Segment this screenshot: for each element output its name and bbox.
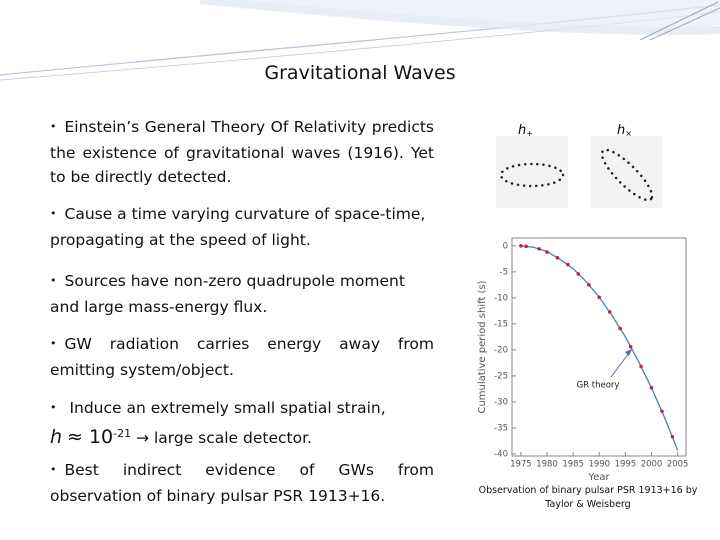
y-tick-label: -35 <box>494 423 508 433</box>
x-tick-label: 1995 <box>615 460 637 470</box>
strain-symbol: h <box>50 426 63 449</box>
data-point <box>524 244 528 249</box>
theory-curve <box>520 245 679 451</box>
bullet: Sources have non-zero quadrupole moment … <box>50 269 434 319</box>
bullet: GW radiation carries energy away from em… <box>50 332 434 382</box>
slide-title: Gravitational Waves <box>264 62 456 84</box>
x-tick-label: 2000 <box>641 460 663 470</box>
x-axis-label: Year <box>587 472 610 483</box>
data-point <box>555 255 560 260</box>
data-point <box>576 272 581 276</box>
plus-ring <box>499 162 565 188</box>
caption: Observation of binary pulsar PSR 1913+16… <box>470 484 706 512</box>
arrow-head <box>625 349 632 356</box>
x-tick-label: 2005 <box>667 460 689 470</box>
data-point <box>618 326 622 331</box>
strain-formula: ≈ 10 <box>66 426 114 449</box>
y-tick-label: -25 <box>494 371 508 381</box>
data-point <box>660 409 664 414</box>
caption-line: Taylor & Weisberg <box>545 499 631 510</box>
y-tick-label: -10 <box>494 293 508 303</box>
bullet-text: → large scale detector. <box>136 429 312 448</box>
data-point <box>670 434 675 439</box>
data-point <box>607 310 612 314</box>
data-point <box>639 364 643 369</box>
polarization-panel <box>591 136 663 208</box>
y-tick-label: -5 <box>500 267 508 277</box>
subscript: + <box>526 129 533 138</box>
y-tick-label: -40 <box>494 449 508 459</box>
data-point <box>545 250 549 254</box>
polarization-label: h× <box>617 123 632 138</box>
bullet: Cause a time varying curvature of space-… <box>50 202 434 252</box>
data-point <box>649 386 654 390</box>
data-point <box>597 295 602 300</box>
bullet: Best indirect evidence of GWs from obser… <box>50 458 434 508</box>
cross-ring <box>600 148 654 202</box>
data-point <box>566 262 570 267</box>
annotation: GR theory <box>577 381 620 391</box>
data-point <box>537 247 541 251</box>
x-tick-label: 1980 <box>536 460 558 470</box>
y-tick-label: 0 <box>503 241 508 251</box>
symbol: h <box>518 123 526 138</box>
bullet: Induce an extremely small spatial strain… <box>50 396 434 450</box>
header-decoration <box>0 0 720 81</box>
y-tick-label: -20 <box>494 345 508 355</box>
x-tick-label: 1990 <box>588 460 610 470</box>
strain-exponent: -21 <box>113 427 132 440</box>
polarization-label: h+ <box>518 123 533 138</box>
data-point <box>628 344 633 349</box>
subscript: × <box>625 129 632 138</box>
y-tick-label: -15 <box>494 319 508 329</box>
polarization-panel <box>496 136 568 208</box>
caption-line: Observation of binary pulsar PSR 1913+16… <box>478 485 698 496</box>
data-point <box>519 244 523 248</box>
data-point <box>587 283 591 287</box>
bullet-text: Induce an extremely small spatial strain… <box>69 399 386 417</box>
bullet: Einstein’s General Theory Of Relativity … <box>50 115 434 189</box>
x-tick-label: 1975 <box>510 460 532 470</box>
plot-frame <box>511 237 687 457</box>
y-axis-label: Cumulative period shift (s) <box>477 280 488 413</box>
symbol: h <box>617 123 625 138</box>
y-tick-label: -30 <box>494 397 508 407</box>
x-tick-label: 1985 <box>562 460 584 470</box>
